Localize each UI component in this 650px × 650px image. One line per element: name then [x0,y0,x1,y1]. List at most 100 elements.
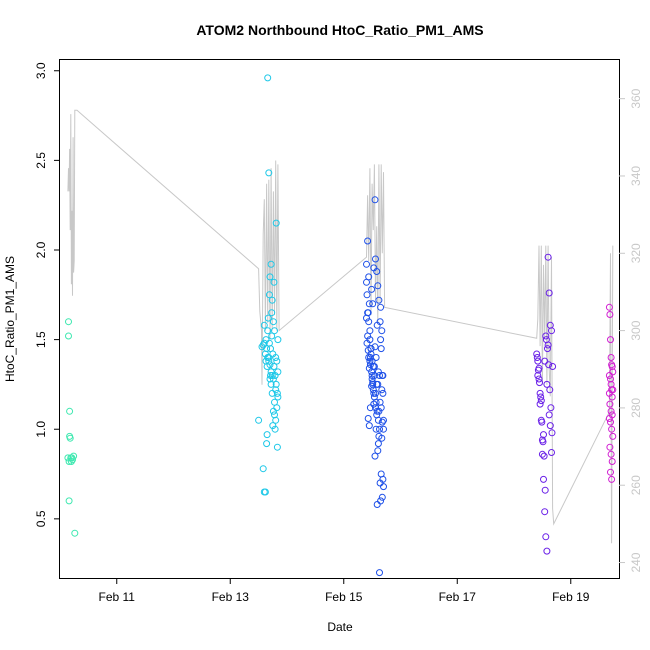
y2-tick-label: 300 [629,320,643,340]
data-point [66,434,74,442]
data-point [374,282,382,290]
data-point [605,303,613,311]
data-point [265,169,273,177]
data-point [260,321,268,329]
data-point [538,418,546,426]
data-point [380,416,387,424]
y2-axis: 240 260 280 300 320 340 360 [619,88,643,573]
data-point [540,452,548,460]
data-point [540,475,547,483]
x-tick-label: Feb 11 [99,590,136,604]
data-point [375,296,383,304]
data-point [274,393,282,401]
data-point [65,318,72,326]
data-point [373,411,381,419]
data-point [607,336,614,344]
data-point [68,454,76,462]
x-axis-label: Date [327,620,353,634]
data-point [271,372,279,379]
data-point [545,289,553,297]
data-point [378,418,386,426]
data-point [609,432,617,440]
data-point [367,345,375,353]
data-point [375,432,383,440]
data-point [267,260,275,268]
data-point [371,196,379,204]
data-point [607,407,615,415]
data-point [608,363,616,370]
data-point [541,357,549,365]
data-point [370,264,378,272]
data-point [548,327,555,335]
x-axis: Feb 11 Feb 13 Feb 15 Feb 17 Feb 19 [99,578,590,604]
data-point [372,354,380,361]
data-point [376,569,383,577]
data-point [541,508,549,516]
data-point [376,372,383,379]
data-point [369,386,377,394]
data-point [259,341,267,349]
data-point [372,389,379,397]
data-point [263,440,271,448]
data-point [380,425,387,433]
data-point [533,350,541,358]
data-point [543,380,551,388]
data-point [374,380,382,388]
data-point [377,470,385,478]
data-point [363,278,370,286]
data-point [373,501,381,508]
data-point [605,372,613,379]
data-point [268,332,276,340]
data-point [607,354,615,361]
data-point [608,475,616,483]
data-point [364,332,372,340]
y2-tick-label: 280 [629,398,643,418]
data-point [366,357,374,365]
chart-title: ATOM2 Northbound HtoC_Ratio_PM1_AMS [196,22,483,38]
plot-frame [59,59,620,579]
data-point [365,354,373,361]
data-point [541,486,549,494]
data-point [548,449,555,456]
data-point [370,363,378,370]
y-tick-label: 2.0 [34,241,48,258]
y-tick-label: 1.5 [34,331,48,348]
data-point [542,332,550,340]
data-point [364,237,372,245]
points-layer [64,74,617,577]
data-point [369,300,377,308]
data-point [606,443,614,451]
data-point [608,425,616,433]
data-point [548,429,556,437]
data-point [272,380,280,388]
data-point [377,345,385,353]
data-point [363,260,370,268]
y2-tick-label: 240 [629,552,643,572]
data-point [374,440,382,448]
data-point [364,309,372,317]
data-point [544,341,552,349]
y-tick-label: 1.0 [34,421,48,438]
data-point [66,407,74,415]
data-point [539,438,547,446]
data-point [544,345,551,353]
y2-tick-label: 320 [629,243,643,263]
data-point [268,296,276,304]
data-point [366,336,374,344]
data-point [535,364,543,372]
data-point [365,422,373,430]
y-axis: 0.5 1.0 1.5 2.0 2.5 3.0 [34,62,60,527]
data-point [269,318,277,326]
x-tick-label: Feb 19 [552,590,590,604]
data-point [370,393,378,401]
data-point [547,404,555,412]
data-point [271,327,278,335]
y2-tick-label: 260 [629,475,643,495]
data-point [368,372,376,379]
data-point [264,74,272,82]
data-point [365,318,373,326]
y-axis-label: HtoC_Ratio_PM1_AMS [3,256,17,382]
data-point [378,327,386,335]
data-point [549,363,557,370]
data-point [372,425,380,433]
